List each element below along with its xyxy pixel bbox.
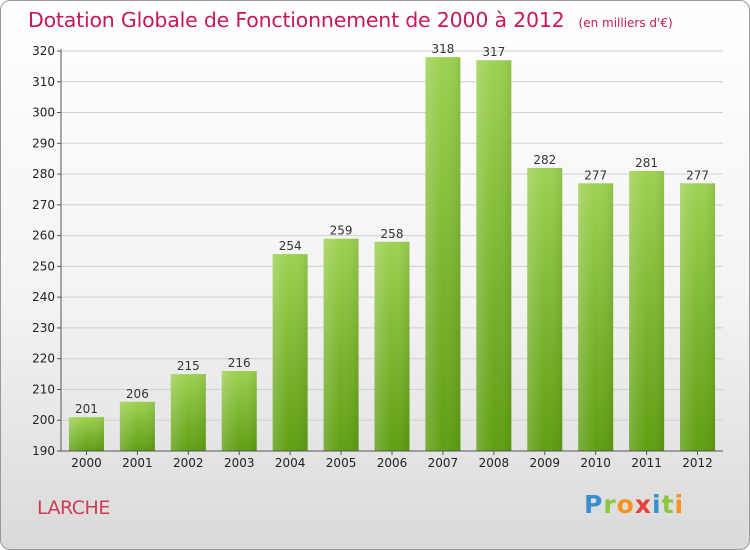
logo-letter: P bbox=[584, 490, 604, 519]
logo-letter: o bbox=[616, 490, 635, 519]
bar-shine bbox=[323, 238, 359, 451]
data-label: 277 bbox=[686, 168, 709, 182]
commune-name: LARCHE bbox=[37, 497, 110, 519]
y-tick-label: 220 bbox=[32, 352, 55, 366]
data-label: 281 bbox=[635, 156, 658, 170]
y-tick-label: 190 bbox=[32, 444, 55, 458]
chart-unit: (en milliers d'€) bbox=[578, 16, 673, 30]
data-label: 215 bbox=[177, 359, 200, 373]
data-label: 258 bbox=[381, 227, 404, 241]
bar-shine bbox=[221, 371, 257, 451]
logo-letter: i bbox=[674, 490, 685, 519]
bar-shine bbox=[68, 417, 104, 451]
x-axis-ticks: 2000 2001 2002 2003 2004 2005 2006 2007 2008 2009… bbox=[71, 451, 713, 470]
x-tick-label: 2000 bbox=[71, 456, 102, 470]
y-tick-label: 240 bbox=[32, 290, 55, 304]
y-tick-label: 230 bbox=[32, 321, 55, 335]
proxiti-logo: Proxiti bbox=[584, 490, 684, 519]
data-label: 259 bbox=[330, 224, 353, 238]
y-axis-ticks: 190 200 210 220 230 240 250 260 270 280 290 300 310 3… bbox=[32, 44, 61, 458]
x-tick-label: 2007 bbox=[428, 456, 459, 470]
logo-letter: r bbox=[603, 490, 617, 519]
chart-title: Dotation Globale de Fonctionnement de 20… bbox=[28, 8, 565, 32]
x-tick-label: 2009 bbox=[529, 456, 560, 470]
x-tick-label: 2002 bbox=[173, 456, 204, 470]
data-label: 277 bbox=[584, 168, 607, 182]
x-tick-label: 2008 bbox=[479, 456, 510, 470]
bar-shine bbox=[680, 183, 716, 452]
x-tick-label: 2003 bbox=[224, 456, 255, 470]
bar-shine bbox=[578, 183, 614, 452]
data-label: 216 bbox=[228, 356, 251, 370]
y-tick-label: 250 bbox=[32, 259, 55, 273]
logo-letter: t bbox=[661, 490, 675, 519]
x-tick-label: 2011 bbox=[631, 456, 662, 470]
data-label: 318 bbox=[431, 42, 454, 56]
y-tick-label: 210 bbox=[32, 382, 55, 396]
y-tick-label: 290 bbox=[32, 136, 55, 150]
y-tick-label: 300 bbox=[32, 106, 55, 120]
x-tick-label: 2012 bbox=[682, 456, 713, 470]
logo-letter: x bbox=[634, 490, 652, 519]
y-tick-label: 200 bbox=[32, 413, 55, 427]
y-tick-label: 270 bbox=[32, 198, 55, 212]
y-tick-label: 260 bbox=[32, 229, 55, 243]
data-label: 282 bbox=[533, 153, 556, 167]
bar-shine bbox=[527, 167, 563, 451]
data-label: 317 bbox=[482, 45, 505, 59]
bar-shine bbox=[170, 374, 206, 451]
x-tick-label: 2010 bbox=[580, 456, 611, 470]
y-tick-label: 280 bbox=[32, 167, 55, 181]
bar-shine bbox=[374, 241, 410, 451]
x-tick-label: 2001 bbox=[122, 456, 153, 470]
bar-shine bbox=[119, 401, 155, 451]
data-labels: 201 206 215 216 254 259 258 318 317 282 277 281 277 bbox=[75, 42, 709, 416]
bars bbox=[68, 57, 716, 452]
x-tick-label: 2006 bbox=[377, 456, 408, 470]
bar-shine bbox=[476, 60, 512, 451]
data-label: 206 bbox=[126, 387, 149, 401]
bar-shine bbox=[629, 171, 665, 451]
x-tick-label: 2004 bbox=[275, 456, 306, 470]
data-label: 254 bbox=[279, 239, 302, 253]
logo-letter: i bbox=[652, 490, 662, 519]
bar-shine bbox=[425, 57, 461, 452]
chart-header: Dotation Globale de Fonctionnement de 20… bbox=[28, 8, 673, 32]
x-tick-label: 2005 bbox=[326, 456, 357, 470]
axes bbox=[60, 49, 723, 452]
y-tick-label: 310 bbox=[32, 75, 55, 89]
y-tick-label: 320 bbox=[32, 44, 55, 58]
data-label: 201 bbox=[75, 402, 98, 416]
bar-shine bbox=[272, 254, 308, 451]
